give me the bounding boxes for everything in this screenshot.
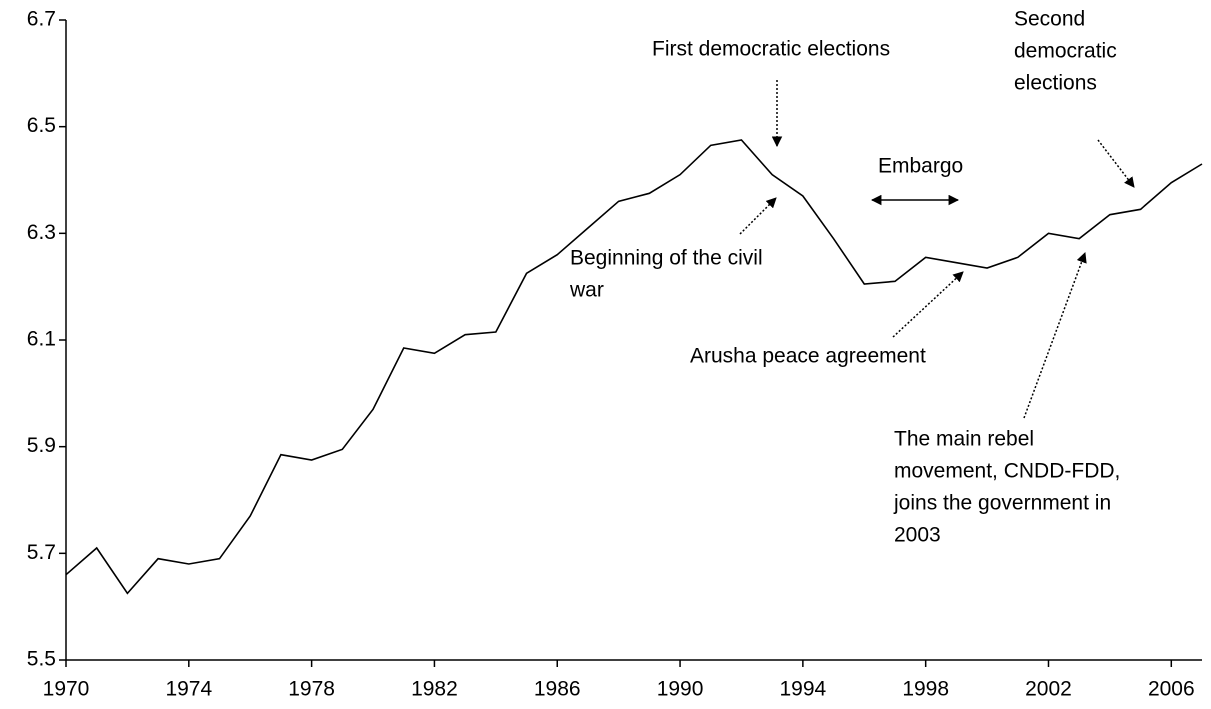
annotation: First democratic elections [652, 38, 890, 61]
arrow [1023, 252, 1087, 419]
y-tick-label: 6.3 [27, 221, 56, 244]
y-tick-label: 5.5 [27, 648, 56, 671]
x-tick-label: 1974 [165, 678, 212, 701]
annotation: movement, CNDD-FDD, [894, 460, 1120, 483]
arrow [892, 271, 964, 338]
x-tick-label: 1986 [534, 678, 581, 701]
annotation: Arusha peace agreement [690, 345, 926, 368]
annotation-arrows [739, 80, 1135, 419]
y-tick-label: 6.1 [27, 328, 56, 351]
annotation: 2003 [894, 524, 941, 547]
x-tick-label: 1994 [780, 678, 827, 701]
annotation: Beginning of the civil [570, 247, 763, 270]
annotation: Second [1014, 8, 1085, 31]
annotation: Embargo [878, 155, 963, 178]
x-tick-label: 1990 [657, 678, 704, 701]
annotation: joins the government in [893, 492, 1111, 515]
arrow [1097, 139, 1135, 188]
y-tick-label: 6.7 [27, 8, 56, 31]
annotation: elections [1014, 72, 1097, 95]
x-tick-label: 1970 [43, 678, 90, 701]
y-tick-label: 5.9 [27, 434, 56, 457]
x-tick-label: 1978 [288, 678, 335, 701]
x-tick-label: 1982 [411, 678, 458, 701]
data-line [65, 139, 1203, 595]
annotation: democratic [1014, 40, 1117, 63]
y-tick-label: 5.7 [27, 541, 56, 564]
annotation: The main rebel [894, 428, 1034, 451]
y-tick-label: 6.5 [27, 114, 56, 137]
x-tick-label: 1998 [902, 678, 949, 701]
x-tick-label: 2002 [1025, 678, 1072, 701]
arrow [739, 197, 777, 235]
annotation: war [569, 279, 604, 302]
x-tick-label: 2006 [1148, 678, 1195, 701]
